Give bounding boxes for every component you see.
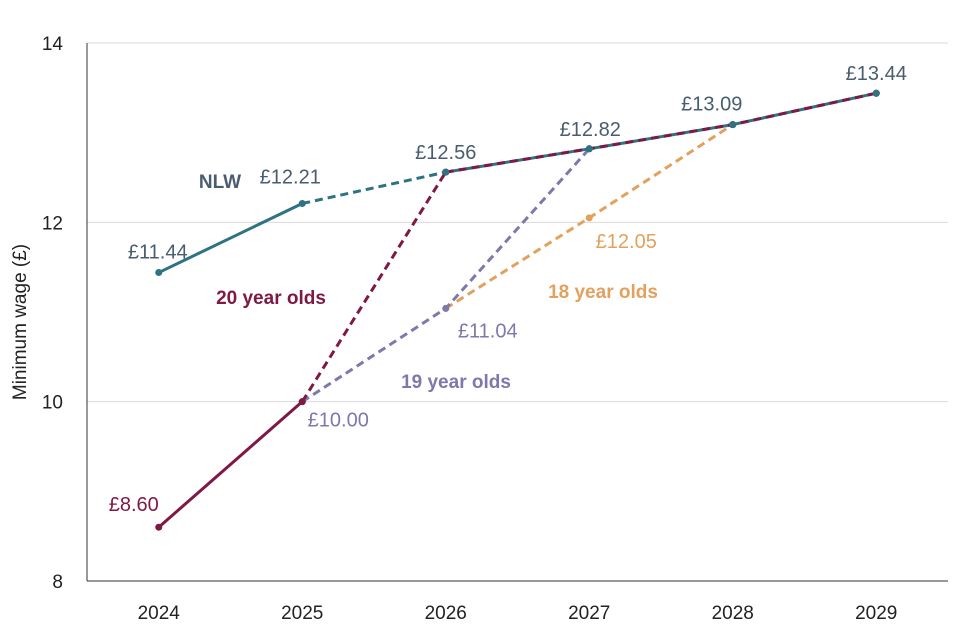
y-axis-title: Minimum wage (£) [10, 244, 31, 400]
y-tick-label-12: 12 [42, 213, 63, 234]
series-points [155, 89, 880, 531]
nlw-data-label-2028: £13.09 [681, 94, 742, 116]
nlw-series-label: NLW [199, 172, 241, 193]
x-tick-label-2026: 2026 [425, 603, 467, 624]
nlw-data-label-2024: £11.44 [128, 242, 188, 264]
18-year-olds-data-label-2027: £12.05 [596, 231, 657, 253]
20-year-olds-line-dashed-1 [445, 91, 877, 174]
nlw-data-label-2027: £12.82 [560, 119, 621, 141]
x-tick-label-2027: 2027 [568, 603, 610, 624]
20-year-olds-series-label: 20 year olds [216, 288, 326, 309]
x-tick-label-2025: 2025 [281, 603, 323, 624]
nlw-point-2025 [298, 200, 306, 208]
20-year-olds-line-solid-0 [157, 400, 304, 529]
nlw-data-label-2029: £13.44 [846, 63, 907, 85]
data-labels: £11.44 £12.21 £12.56 £12.82 £13.09 £13.44 £8.6… [109, 63, 907, 516]
nlw-data-label-2026: £12.56 [415, 142, 476, 164]
x-axis-ticks: 2024 2025 2026 2027 2028 2029 [138, 603, 898, 624]
nlw-data-label-2025: £12.21 [260, 167, 321, 189]
x-tick-label-2029: 2029 [855, 603, 897, 624]
19-year-olds-series-label: 19 year olds [401, 372, 511, 393]
nlw-point-2026 [442, 168, 450, 176]
19-year-olds-line-dashed-0 [301, 147, 591, 403]
nlw-point-2029 [872, 89, 880, 97]
y-axis-ticks: 8 10 12 14 [42, 34, 64, 593]
nlw-point-2028 [729, 121, 737, 129]
y-tick-label-14: 14 [42, 34, 64, 55]
gridlines [87, 42, 948, 403]
20-year-olds-line-dashed-0 [300, 171, 448, 403]
19-year-olds-data-label-2026: £11.04 [458, 320, 518, 342]
y-tick-label-10: 10 [42, 393, 63, 414]
x-tick-label-2024: 2024 [138, 603, 181, 624]
x-tick-label-2028: 2028 [712, 603, 754, 624]
series-lines [157, 91, 878, 529]
nlw-line-solid-0 [157, 202, 304, 275]
series-labels: NLW 20 year olds 19 year olds 18 year olds [199, 172, 658, 393]
axes [86, 43, 948, 582]
18-year-olds-point-2027 [585, 214, 593, 222]
nlw-point-2024 [155, 269, 163, 277]
20-year-olds-point-2024 [155, 523, 163, 531]
y-tick-label-8: 8 [52, 572, 63, 593]
19-year-olds-data-label-2025: £10.00 [308, 410, 369, 432]
nlw-point-2027 [585, 145, 593, 153]
20-year-olds-point-2025 [298, 398, 306, 406]
nlw-line-dashed-0 [301, 170, 447, 205]
18-year-olds-series-label: 18 year olds [548, 282, 658, 303]
20-year-olds-data-label-2024: £8.60 [109, 494, 159, 516]
19-year-olds-point-2026 [442, 304, 450, 312]
